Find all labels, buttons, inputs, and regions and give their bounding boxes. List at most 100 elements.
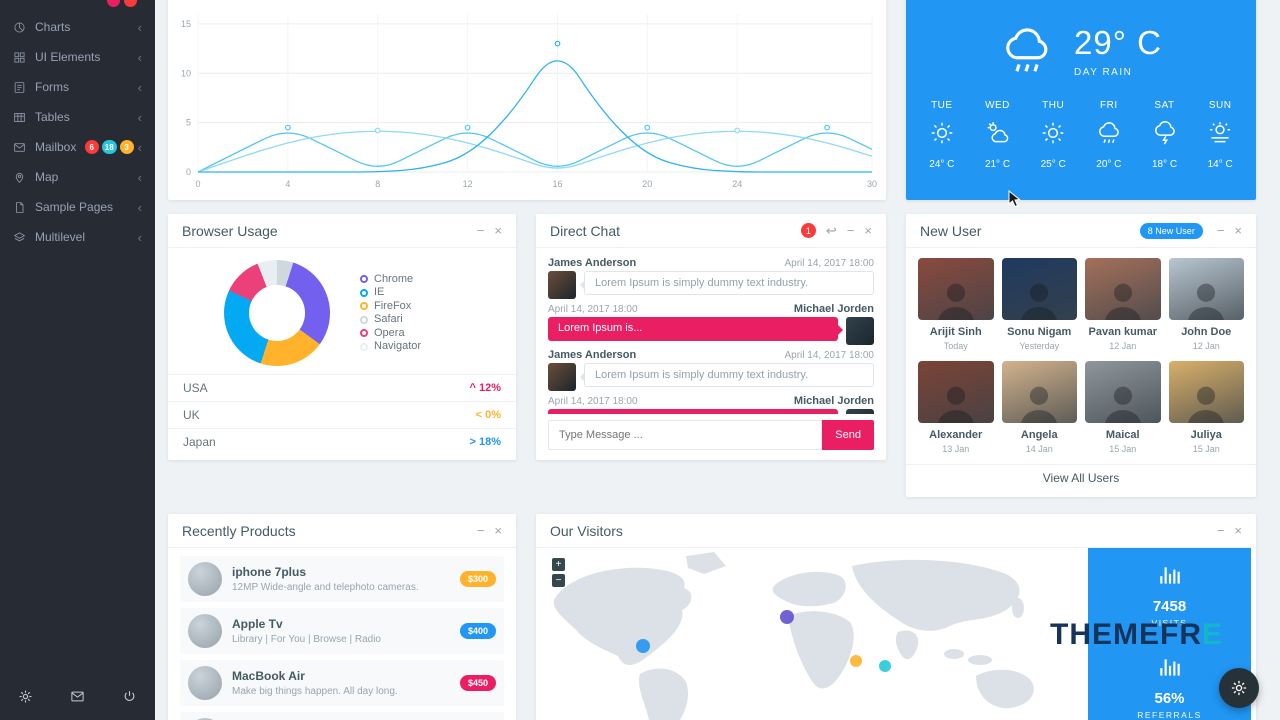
- sidebar-item-tables[interactable]: Tables ‹: [0, 102, 155, 132]
- sidebar-item-forms[interactable]: Forms ‹: [0, 72, 155, 102]
- user-photo: [1001, 258, 1077, 320]
- legend-label: Chrome: [374, 272, 414, 285]
- minimize-button[interactable]: −: [476, 523, 485, 538]
- chat-timestamp: April 14, 2017 18:00: [548, 304, 638, 315]
- user-card[interactable]: Sonu Nigam Yesterday: [1001, 258, 1077, 351]
- bar-chart-icon: [1157, 562, 1183, 588]
- zoom-out-button[interactable]: −: [552, 574, 565, 587]
- send-button[interactable]: Send: [822, 420, 874, 450]
- user-card[interactable]: Alexander 13 Jan: [918, 361, 994, 454]
- legend-dot: [360, 302, 368, 311]
- message-input[interactable]: [548, 420, 823, 450]
- chat-sender-name: James Anderson: [548, 257, 637, 269]
- chat-input-bar: Send: [548, 420, 874, 450]
- world-map: [553, 552, 1034, 720]
- view-all-users-link[interactable]: View All Users: [906, 464, 1256, 491]
- sidebar-item-label: Charts: [35, 20, 71, 34]
- svg-text:15: 15: [181, 19, 191, 29]
- sidebar-item-charts[interactable]: Charts ‹: [0, 12, 155, 42]
- product-info: Apple Tv Library | For You | Browse | Rad…: [232, 617, 452, 645]
- product-list: iphone 7plus 12MP Wide-angle and telephot…: [168, 548, 516, 720]
- user-card[interactable]: Angela 14 Jan: [1001, 361, 1077, 454]
- unread-count-badge: 1: [800, 223, 816, 238]
- messages-button[interactable]: [70, 689, 85, 707]
- chat-sender-name: James Anderson: [548, 349, 637, 361]
- sidebar-item-multilevel[interactable]: Multilevel ‹: [0, 222, 155, 252]
- product-info: MacBook Air Make big things happen. All d…: [232, 669, 452, 697]
- svg-text:4: 4: [285, 179, 290, 189]
- panel-header: New User 8 New User − ×: [906, 214, 1256, 248]
- power-icon: [122, 689, 137, 704]
- weather-day: TUE 24° C: [914, 100, 970, 170]
- user-card[interactable]: Juliya 15 Jan: [1168, 361, 1244, 454]
- header-notification-badges: [107, 0, 137, 7]
- user-name: John Doe: [1181, 326, 1232, 338]
- minimize-button[interactable]: −: [476, 223, 485, 238]
- watermark-text: E: [1202, 618, 1224, 651]
- grid-icon: [13, 51, 26, 64]
- settings-button[interactable]: [18, 689, 33, 707]
- chat-avatar: [548, 363, 576, 391]
- sidebar-item-ui-elements[interactable]: UI Elements ‹: [0, 42, 155, 72]
- map-zoom-controls: + −: [552, 558, 565, 590]
- legend-dot: [360, 315, 368, 324]
- close-button[interactable]: ×: [494, 223, 502, 238]
- notification-badge: 6: [84, 140, 99, 154]
- close-button[interactable]: ×: [494, 523, 502, 538]
- sidebar-item-mailbox[interactable]: Mailbox 6 18 3 ‹: [0, 132, 155, 162]
- user-card[interactable]: Arijit Sinh Today: [918, 258, 994, 351]
- product-row[interactable]: MacBook Air Make big things happen. All d…: [180, 660, 504, 706]
- user-name: Juliya: [1190, 429, 1222, 441]
- user-card[interactable]: Maical 15 Jan: [1085, 361, 1161, 454]
- notification-badge: 18: [101, 140, 117, 154]
- watermark-text: THEMEFR: [1050, 618, 1202, 651]
- chat-message: April 14, 2017 18:00 Michael Jorden Lorem …: [548, 303, 874, 345]
- user-date: Yesterday: [1019, 341, 1060, 351]
- chat-avatar: [846, 317, 874, 345]
- weather-day-temp: 21° C: [984, 159, 1011, 170]
- close-button[interactable]: ×: [864, 223, 872, 238]
- line-chart: 0 5 10 15 0 4 8 12 16 20 24 30: [181, 14, 877, 189]
- close-button[interactable]: ×: [1234, 523, 1242, 538]
- reply-icon[interactable]: ↩: [825, 223, 837, 238]
- sidebar-item-badges: 6 18 3: [84, 140, 134, 154]
- sidebar-item-label: Mailbox: [35, 140, 77, 154]
- user-name: Sonu Nigam: [1007, 326, 1072, 338]
- chat-message-row: Lorem Ipsum is...: [548, 409, 874, 414]
- user-photo: [1085, 361, 1161, 423]
- power-button[interactable]: [122, 689, 137, 707]
- cloud-rain-icon: [1096, 120, 1122, 146]
- user-card[interactable]: Pavan kumar 12 Jan: [1085, 258, 1161, 351]
- referrals-percent: 56%: [1154, 690, 1185, 707]
- map-marker: [780, 610, 794, 624]
- svg-text:0: 0: [186, 167, 191, 177]
- minimize-button[interactable]: −: [846, 223, 855, 238]
- product-row[interactable]: iPad Pro$269: [180, 712, 504, 720]
- zoom-in-button[interactable]: +: [552, 558, 565, 571]
- chat-message: April 14, 2017 18:00 Michael Jorden Lorem …: [548, 395, 874, 414]
- chevron-icon: ‹: [137, 229, 142, 245]
- notification-badge: 3: [119, 140, 134, 154]
- weather-widget: 29° C DAY RAIN TUE 24° C WED 21° C THU 25° C F…: [906, 0, 1256, 200]
- product-row[interactable]: Apple Tv Library | For You | Browse | Rad…: [180, 608, 504, 654]
- product-row[interactable]: iphone 7plus 12MP Wide-angle and telephot…: [180, 556, 504, 602]
- dashboard-content: 0 5 10 15 0 4 8 12 16 20 24 30 29° C DAY RAIN TUE 24…: [155, 0, 1280, 720]
- minimize-button[interactable]: −: [1216, 523, 1225, 538]
- visits-count: 7458: [1152, 598, 1187, 615]
- chat-message-row: Lorem Ipsum is simply dummy text industr…: [548, 271, 874, 299]
- chevron-icon: ‹: [137, 169, 142, 185]
- sidebar-item-sample-pages[interactable]: Sample Pages ‹: [0, 192, 155, 222]
- person-silhouette-icon: [1180, 275, 1232, 320]
- line-chart-panel: 0 5 10 15 0 4 8 12 16 20 24 30: [168, 0, 886, 200]
- sidebar-footer: [0, 676, 155, 720]
- user-name: Angela: [1020, 429, 1058, 441]
- legend-item: Safari: [360, 313, 421, 327]
- product-thumbnail: [188, 718, 222, 720]
- user-card[interactable]: John Doe 12 Jan: [1168, 258, 1244, 351]
- minimize-button[interactable]: −: [1216, 223, 1225, 238]
- close-button[interactable]: ×: [1234, 223, 1242, 238]
- sidebar-item-map[interactable]: Map ‹: [0, 162, 155, 192]
- settings-fab[interactable]: [1219, 668, 1259, 708]
- referrals-label: REFERRALS: [1137, 710, 1202, 720]
- country-name: Japan: [183, 435, 216, 449]
